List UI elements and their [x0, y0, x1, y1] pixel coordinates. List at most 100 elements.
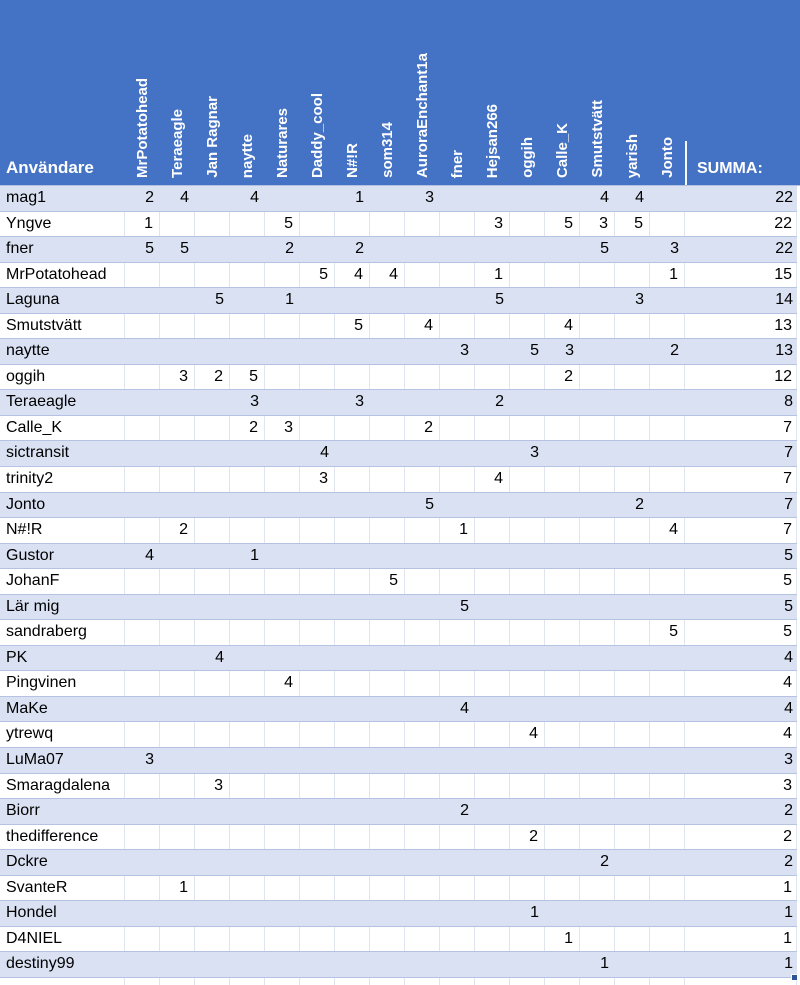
score-cell[interactable] — [440, 288, 475, 313]
score-cell[interactable] — [335, 799, 370, 824]
score-cell[interactable] — [335, 544, 370, 569]
score-cell[interactable] — [405, 237, 440, 262]
score-cell[interactable] — [230, 697, 265, 722]
score-cell[interactable] — [265, 901, 300, 926]
score-cell[interactable] — [650, 441, 685, 466]
score-cell[interactable] — [475, 671, 510, 696]
summa-cell[interactable]: 12 — [685, 364, 797, 390]
score-cell[interactable] — [405, 544, 440, 569]
score-cell[interactable] — [300, 875, 335, 901]
score-cell[interactable] — [335, 926, 370, 952]
score-cell[interactable] — [195, 850, 230, 875]
score-cell[interactable] — [650, 467, 685, 492]
score-cell[interactable] — [230, 620, 265, 645]
score-cell[interactable] — [230, 467, 265, 492]
score-cell[interactable]: 2 — [195, 364, 230, 390]
score-cell[interactable]: 4 — [600, 189, 609, 206]
score-cell[interactable] — [510, 544, 545, 569]
score-cell[interactable] — [405, 467, 440, 492]
score-cell[interactable]: 5 — [180, 240, 189, 258]
score-cell[interactable] — [335, 288, 370, 313]
score-cell[interactable] — [125, 339, 160, 364]
score-cell[interactable] — [545, 952, 580, 977]
score-cell[interactable] — [475, 952, 510, 977]
score-cell[interactable] — [300, 288, 335, 313]
score-cell[interactable]: 3 — [250, 393, 259, 411]
score-cell[interactable]: 4 — [320, 444, 329, 462]
score-cell[interactable] — [335, 773, 370, 799]
score-cell[interactable] — [335, 493, 370, 518]
score-cell[interactable] — [230, 339, 265, 364]
score-cell[interactable] — [160, 748, 195, 773]
score-cell[interactable] — [160, 415, 195, 441]
user-name-cell[interactable]: SvanteR — [0, 875, 125, 901]
score-cell[interactable] — [160, 544, 195, 569]
column-header[interactable]: N#!R — [335, 0, 370, 185]
score-cell[interactable] — [545, 288, 580, 313]
score-cell[interactable] — [370, 824, 405, 850]
score-cell[interactable] — [475, 875, 510, 901]
score-cell[interactable] — [370, 773, 405, 799]
score-cell[interactable] — [510, 288, 545, 313]
score-cell[interactable] — [580, 390, 615, 415]
score-cell[interactable] — [335, 467, 370, 492]
score-cell[interactable]: 4 — [370, 262, 405, 288]
score-cell[interactable] — [335, 697, 370, 722]
score-cell[interactable] — [650, 415, 685, 441]
score-cell[interactable] — [335, 875, 370, 901]
score-cell[interactable] — [440, 926, 475, 952]
score-cell[interactable] — [440, 875, 475, 901]
score-cell[interactable] — [195, 569, 230, 594]
score-cell[interactable] — [510, 569, 545, 594]
user-name-cell[interactable]: Smaragdalena — [0, 773, 125, 799]
score-cell[interactable] — [125, 875, 160, 901]
score-cell[interactable] — [545, 901, 580, 926]
score-cell[interactable] — [475, 722, 510, 748]
score-cell[interactable] — [370, 390, 405, 415]
user-name-cell[interactable]: ytrewq — [0, 722, 125, 748]
score-cell[interactable] — [370, 467, 405, 492]
score-cell[interactable] — [370, 544, 405, 569]
score-cell[interactable] — [370, 364, 405, 390]
score-cell[interactable] — [650, 186, 685, 211]
summa-cell[interactable]: 3 — [685, 773, 797, 799]
score-cell[interactable] — [510, 415, 545, 441]
score-cell[interactable] — [265, 773, 300, 799]
score-cell[interactable]: 5 — [600, 240, 609, 258]
summa-cell[interactable]: 7 — [685, 518, 797, 543]
score-cell[interactable] — [370, 748, 405, 773]
score-cell[interactable] — [545, 493, 580, 518]
score-cell[interactable] — [160, 595, 195, 620]
summa-cell[interactable]: 7 — [784, 444, 793, 462]
score-cell[interactable] — [230, 262, 265, 288]
score-cell[interactable] — [160, 926, 195, 952]
score-cell[interactable] — [125, 364, 160, 390]
user-name-cell[interactable]: LuMa07 — [6, 751, 64, 769]
score-cell[interactable] — [405, 671, 440, 696]
score-cell[interactable]: 2 — [635, 495, 644, 513]
score-cell[interactable] — [405, 748, 440, 773]
score-cell[interactable] — [230, 569, 265, 594]
score-cell[interactable] — [160, 671, 195, 696]
score-cell[interactable]: 1 — [355, 189, 364, 206]
score-cell[interactable] — [335, 441, 370, 466]
score-cell[interactable] — [615, 518, 650, 543]
score-cell[interactable] — [230, 722, 265, 748]
score-cell[interactable]: 3 — [300, 467, 335, 492]
score-cell[interactable] — [230, 824, 265, 850]
score-cell[interactable] — [580, 313, 615, 339]
score-cell[interactable] — [440, 850, 475, 875]
score-cell[interactable] — [545, 415, 580, 441]
score-cell[interactable] — [580, 799, 615, 824]
score-cell[interactable] — [405, 722, 440, 748]
summa-cell[interactable]: 22 — [775, 240, 793, 258]
score-cell[interactable] — [580, 441, 615, 466]
score-cell[interactable] — [615, 952, 650, 977]
score-cell[interactable] — [195, 441, 230, 466]
score-cell[interactable] — [265, 748, 300, 773]
score-cell[interactable] — [370, 237, 405, 262]
score-cell[interactable] — [230, 595, 265, 620]
score-cell[interactable] — [370, 697, 405, 722]
score-cell[interactable]: 4 — [405, 313, 440, 339]
score-cell[interactable]: 5 — [425, 495, 434, 513]
